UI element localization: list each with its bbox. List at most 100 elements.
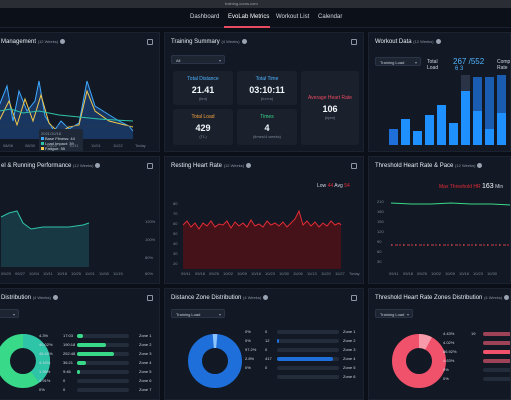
stat-times: Times 4 (times/4 weeks) xyxy=(237,109,297,145)
workout-filter-select[interactable]: Training Load ▾ xyxy=(375,57,421,66)
x-label: 08/06 xyxy=(3,143,14,148)
zone-percent: 4.02% xyxy=(443,340,455,345)
expand-icon[interactable] xyxy=(351,39,357,45)
zone-label: Zone 5 xyxy=(343,365,356,370)
resting-hr-stats: Low 44 Avg 54 xyxy=(317,183,350,189)
chevron-down-icon: ▾ xyxy=(218,58,221,63)
zone-time: 190:18 xyxy=(63,342,76,347)
threshold-hr-stats: Max Threshold HR 163 Min xyxy=(439,183,504,190)
x-label: 09/18 xyxy=(403,271,414,276)
chart-tooltip: 2021/10/18 Base Fitness: 44 Load Impact:… xyxy=(39,129,83,151)
browser-bar: training.coros.com xyxy=(0,0,511,8)
y-label: 210 xyxy=(377,199,384,204)
info-icon[interactable] xyxy=(60,39,66,44)
active-tab-indicator xyxy=(224,26,270,28)
zone-bar-fill xyxy=(77,352,115,356)
info-icon[interactable] xyxy=(504,295,510,300)
zone-percent: 86.92% xyxy=(443,349,457,354)
y-label: 30 xyxy=(173,251,178,256)
threshold-zone-donut-chart xyxy=(392,334,446,388)
x-label: 10/18 xyxy=(57,271,68,276)
tab-evolab-metrics[interactable]: EvoLab Metrics xyxy=(228,14,270,20)
x-label: 11/22 xyxy=(113,143,123,148)
info-icon[interactable] xyxy=(241,39,247,44)
zone-bar-fill xyxy=(77,370,81,374)
zone-label: Zone 2 xyxy=(139,342,152,347)
threshold-zone-filter-select[interactable]: Training Load ▾ xyxy=(375,309,413,318)
tab-workout-list[interactable]: Workout List xyxy=(276,14,310,20)
panel-title: el & Running Performance (12 Weeks) xyxy=(1,163,101,169)
zone-value: 19 xyxy=(471,331,476,336)
info-icon[interactable] xyxy=(95,163,101,168)
zone-bar-fill xyxy=(483,332,510,336)
training-management-chart xyxy=(0,80,134,139)
zone-value: 0 xyxy=(265,347,268,352)
y-label: 90 xyxy=(377,239,382,244)
panel-title: Management (12 Weeks) xyxy=(1,39,66,45)
info-icon[interactable] xyxy=(263,295,269,300)
zone-value: 417 xyxy=(265,356,272,361)
x-label: 10/25 xyxy=(71,271,82,276)
tab-dashboard[interactable]: Dashboard xyxy=(190,14,220,20)
zone-value: 0 xyxy=(265,329,268,334)
x-label: 10/23 xyxy=(473,271,484,276)
x-label: 11/01 xyxy=(91,143,101,148)
pace-filter-select[interactable]: ▾ xyxy=(0,309,19,318)
zone-bar-track xyxy=(77,379,129,383)
summary-filter-select[interactable]: All ▾ xyxy=(171,55,225,64)
info-icon[interactable] xyxy=(435,39,441,44)
y-label: 50 xyxy=(173,231,178,236)
tooltip-line-fatigue: Fatigue: 55 xyxy=(41,146,81,151)
y-label: 80% xyxy=(145,255,154,260)
zone-time: 36:21 xyxy=(63,360,74,365)
zone-percent: 48.41% xyxy=(39,351,53,356)
zone-bar-track xyxy=(277,348,339,352)
panel-title: Distribution (4 Weeks) xyxy=(1,295,58,301)
panel-title: Workout Data (12 Weeks) xyxy=(375,39,441,45)
x-label: 09/11 xyxy=(389,271,399,276)
zone-bar-fill xyxy=(483,350,510,354)
zone-bar-fill xyxy=(277,339,279,343)
threshold-chart xyxy=(391,202,510,246)
distance-donut-chart xyxy=(188,334,242,388)
y-label: 30 xyxy=(377,259,382,264)
zone-label: Zone 6 xyxy=(139,378,152,383)
distance-filter-select[interactable]: Training Load ▾ xyxy=(171,309,225,318)
info-icon[interactable] xyxy=(477,163,483,168)
x-label: 09/20 xyxy=(47,143,58,148)
zone-percent: 1.96% xyxy=(39,369,51,374)
running-performance-chart xyxy=(0,210,90,267)
zone-bar-track xyxy=(277,339,339,343)
expand-icon[interactable] xyxy=(147,295,153,301)
chevron-down-icon: ▾ xyxy=(414,60,417,65)
info-icon[interactable] xyxy=(52,295,58,300)
zone-time: 0 xyxy=(63,387,66,392)
x-label: 09/27 xyxy=(15,271,26,276)
tab-calendar[interactable]: Calendar xyxy=(318,14,343,20)
stat-total-distance: Total Distance 21.41 (km) xyxy=(173,71,233,105)
panel-title: Distance Zone Distribution (4 Weeks) xyxy=(171,295,269,301)
training-summary-panel: Training Summary (4 Weeks) All ▾ Total Di… xyxy=(164,32,364,152)
zone-label: Zone 3 xyxy=(343,347,356,352)
x-label: 10/23 xyxy=(265,271,276,276)
zone-label: Zone 1 xyxy=(343,329,356,334)
expand-icon[interactable] xyxy=(147,39,153,45)
training-management-panel: Management (12 Weeks) 2021/10/18 Base Fi… xyxy=(0,32,160,152)
zone-bar-track xyxy=(483,368,510,372)
info-icon[interactable] xyxy=(246,163,252,168)
zone-time: 252:48 xyxy=(63,351,76,356)
y-label: 60% xyxy=(145,271,154,276)
zone-bar-track xyxy=(77,370,129,374)
zone-bar-track xyxy=(483,377,510,381)
zone-percent: 0% xyxy=(245,365,251,370)
expand-icon[interactable] xyxy=(351,163,357,169)
zone-percent: 0% xyxy=(245,329,251,334)
expand-icon[interactable] xyxy=(351,295,357,301)
stat-total-time: Total Time 03:10:11 (h:m:s) xyxy=(237,71,297,105)
zone-time: 9:46 xyxy=(63,369,71,374)
zone-bar-track xyxy=(277,330,339,334)
chevron-down-icon: ▾ xyxy=(406,312,409,317)
zone-percent: 0% xyxy=(443,367,449,372)
expand-icon[interactable] xyxy=(147,163,153,169)
panel-title: Threshold Heart Rate Zones Distribution … xyxy=(375,295,510,301)
